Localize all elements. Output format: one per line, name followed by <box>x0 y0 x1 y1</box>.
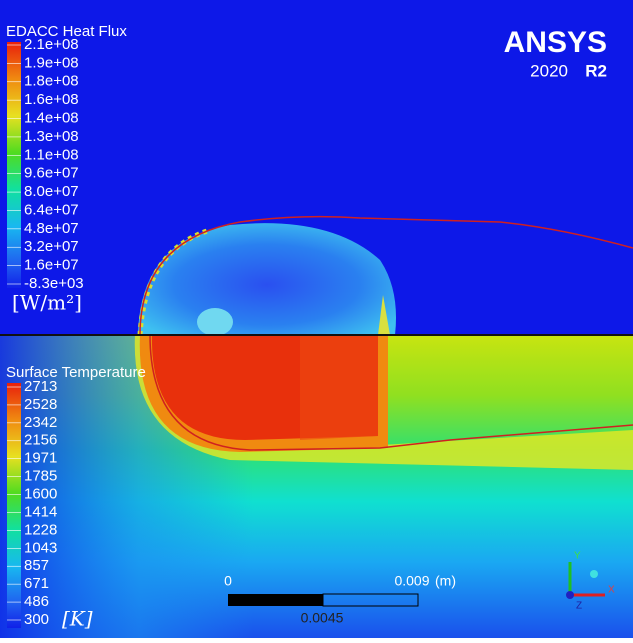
triad-sphere <box>590 570 598 578</box>
legend-unit: [K] <box>62 607 93 631</box>
legend-label: 2.1e+08 <box>24 36 79 53</box>
axis-z <box>566 591 574 599</box>
axis-label: Y <box>574 551 581 562</box>
scale-unit: (m) <box>435 573 456 589</box>
legend-label: 6.4e+07 <box>24 201 79 218</box>
scale-end: 0.009 <box>394 573 429 589</box>
legend-label: 671 <box>24 575 49 592</box>
colorbar <box>7 383 21 628</box>
legend-label: 8.0e+07 <box>24 183 79 200</box>
legend-label: 1971 <box>24 450 57 467</box>
logo-name: ANSYS <box>504 26 607 59</box>
legend-label: 1.3e+08 <box>24 128 79 145</box>
legend-label: 3.2e+07 <box>24 238 79 255</box>
scale-start: 0 <box>224 573 232 589</box>
legend-label: 1228 <box>24 521 57 538</box>
droplet-hot-part <box>300 335 378 440</box>
legend-label: 1.1e+08 <box>24 146 79 163</box>
legend-label: 300 <box>24 611 49 628</box>
legend-label: 2528 <box>24 396 57 413</box>
logo-release: R2 <box>585 61 607 80</box>
legend-label: 1600 <box>24 486 57 503</box>
legend-label: 2713 <box>24 378 57 395</box>
bubble <box>197 308 233 336</box>
legend-label: -8.3e+03 <box>24 275 84 292</box>
scale-bar-dark <box>228 594 323 606</box>
legend-label: 1785 <box>24 468 57 485</box>
logo-version: 2020 <box>530 61 568 80</box>
legend-label: 2156 <box>24 432 57 449</box>
legend-label: 1.8e+08 <box>24 73 79 90</box>
legend-label: 1.6e+08 <box>24 91 79 108</box>
legend-unit: [W/m²] <box>12 291 82 315</box>
legend-label: 9.6e+07 <box>24 165 79 182</box>
legend-label: 4.8e+07 <box>24 220 79 237</box>
axis-label: X <box>608 585 615 596</box>
legend-label: 1.4e+08 <box>24 110 79 127</box>
legend-label: 1.6e+07 <box>24 257 79 274</box>
legend-label: 486 <box>24 593 49 610</box>
colorbar <box>7 42 21 288</box>
legend-label: 2342 <box>24 414 57 431</box>
legend-label: 1043 <box>24 539 57 556</box>
simulation-view: ANSYS 2020 R2 EDACC Heat Flux [W/m²] Sur… <box>0 0 633 638</box>
legend-label: 1.9e+08 <box>24 54 79 71</box>
legend-label: 1414 <box>24 503 57 520</box>
scale-middle: 0.0045 <box>301 610 344 626</box>
axis-label: Z <box>576 601 582 612</box>
legend-label: 857 <box>24 557 49 574</box>
